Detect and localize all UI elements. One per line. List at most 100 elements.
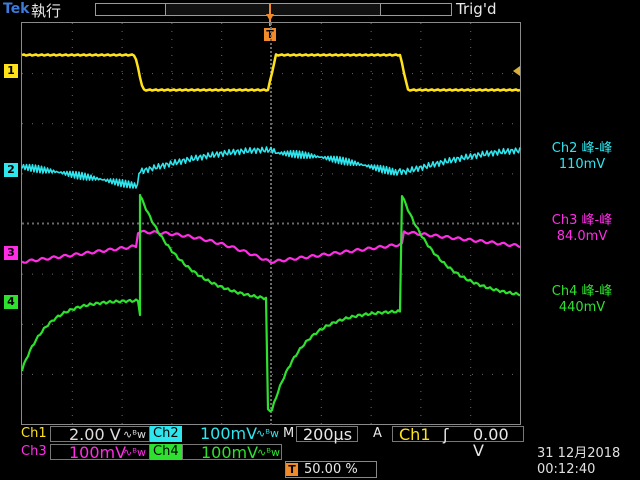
grid-dot (320, 247, 322, 248)
grid-dot (122, 123, 123, 125)
grid-dot (171, 39, 173, 40)
grid-dot (92, 123, 93, 125)
grid-dot (171, 255, 173, 256)
ch4-label[interactable]: Ch4 (150, 444, 182, 460)
grid-dot (422, 273, 423, 275)
grid-dot (221, 311, 223, 312)
grid-dot (270, 247, 272, 249)
grid-dot (452, 273, 453, 275)
grid-dot (512, 123, 513, 125)
grid-dot (221, 279, 223, 280)
ch2-ground-marker[interactable]: 2 (4, 163, 18, 177)
ch2-scale-box[interactable]: 100mV ∿ᴮw (182, 426, 282, 442)
ch1-label[interactable]: Ch1 (21, 426, 47, 441)
grid-dot (420, 255, 422, 256)
grid-dot (221, 87, 223, 88)
grid-dot (362, 73, 363, 75)
grid-dot (412, 73, 413, 75)
grid-dot (270, 411, 272, 413)
ch3-waveform (21, 229, 521, 264)
grid-dot (270, 283, 272, 285)
grid-dot (221, 343, 223, 344)
grid-dot (392, 273, 393, 275)
grid-dot (222, 373, 223, 375)
grid-dot (342, 123, 343, 125)
ch3-scale-box[interactable]: 100mV ∿ᴮw (50, 444, 150, 461)
trigger-level-icon[interactable] (511, 65, 521, 77)
run-state[interactable]: 執行 (31, 2, 62, 20)
grid-dot (420, 287, 422, 288)
grid-dot (270, 115, 272, 117)
grid-dot (332, 373, 333, 375)
grid-dot (462, 373, 463, 375)
grid-dot (121, 103, 123, 104)
grid-dot (232, 73, 233, 75)
grid-dot (292, 323, 293, 325)
grid-dot (272, 222, 274, 225)
ch4-waveform (20, 193, 521, 413)
grid-dot (171, 223, 173, 224)
grid-dot (171, 391, 173, 392)
grid-dot (277, 222, 279, 225)
grid-dot (270, 263, 272, 265)
grid-dot (320, 135, 322, 136)
grid-dot (270, 387, 272, 389)
ch3-ground-marker[interactable]: 3 (4, 246, 18, 260)
grid-dot (320, 223, 322, 224)
grid-dot (422, 73, 423, 75)
grid-dot (221, 383, 223, 384)
ch1-ground-marker[interactable]: 1 (4, 64, 18, 78)
grid-dot (462, 273, 463, 275)
grid-dot (217, 222, 219, 225)
grid-dot (52, 323, 53, 325)
grid-dot (270, 295, 272, 297)
grid-dot (452, 73, 453, 75)
trigger-settings-box[interactable]: Ch1 ʃ 0.00 V (392, 426, 524, 459)
grid-dot (420, 415, 422, 416)
grid-dot (171, 351, 173, 352)
grid-dot (370, 391, 372, 392)
grid-dot (282, 222, 284, 225)
ch3-coupling-icon: ∿ᴮw (123, 446, 146, 459)
grid-dot (71, 151, 73, 152)
grid-dot (112, 373, 113, 375)
measurement-label: Ch2 峰-峰 (551, 141, 613, 156)
grid-dot (507, 222, 509, 225)
grid-dot (22, 373, 23, 375)
grid-dot (347, 222, 349, 225)
measurement-ch3-pk2pk[interactable]: Ch3 峰-峰 84.0mV (524, 213, 640, 245)
grid-dot (420, 31, 422, 32)
grid-dot (370, 135, 372, 136)
grid-dot (420, 375, 422, 376)
ch3-label[interactable]: Ch3 (21, 444, 47, 459)
grid-dot (62, 73, 63, 75)
grid-dot (171, 407, 173, 408)
grid-dot (221, 207, 223, 208)
grid-dot (252, 323, 253, 325)
ch1-scale-box[interactable]: 2.00 V ∿ᴮw (50, 426, 150, 443)
grid-dot (192, 123, 193, 125)
measurement-ch4-pk2pk[interactable]: Ch4 峰-峰 440mV (524, 284, 640, 316)
grid-dot (132, 173, 133, 175)
measurement-ch2-pk2pk[interactable]: Ch2 峰-峰 110mV (524, 141, 640, 173)
grid-dot (502, 173, 503, 175)
grid-dot (221, 31, 223, 32)
ch4-ground-marker[interactable]: 4 (4, 295, 18, 309)
grid-dot (320, 79, 322, 80)
ch4-scale-box[interactable]: 100mV ∿ᴮw (182, 444, 282, 461)
grid-dot (221, 95, 223, 96)
ch2-label[interactable]: Ch2 (150, 426, 182, 442)
grid-dot (320, 207, 322, 208)
grid-dot (352, 73, 353, 75)
trigger-time-marker[interactable]: T (264, 28, 276, 41)
grid-dot (71, 407, 73, 408)
grid-dot (171, 271, 173, 272)
grid-dot (470, 423, 472, 424)
grid-dot (72, 222, 74, 225)
grid-dot (320, 327, 322, 328)
trigger-position-box[interactable]: 50.00 % (285, 461, 377, 478)
grid-dot (92, 373, 93, 375)
grid-dot (370, 359, 372, 360)
timebase-box[interactable]: 200µs (296, 426, 358, 443)
grid-dot (121, 319, 123, 320)
